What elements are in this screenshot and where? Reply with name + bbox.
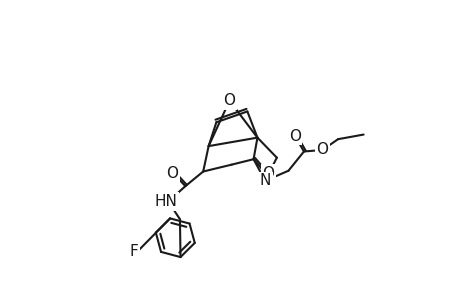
Text: O: O [166, 166, 178, 181]
Text: O: O [223, 93, 235, 108]
Text: N: N [259, 173, 270, 188]
Text: O: O [262, 166, 274, 181]
Text: O: O [316, 142, 328, 158]
Text: HN: HN [154, 194, 177, 209]
Text: O: O [288, 129, 300, 144]
Text: F: F [129, 244, 138, 259]
